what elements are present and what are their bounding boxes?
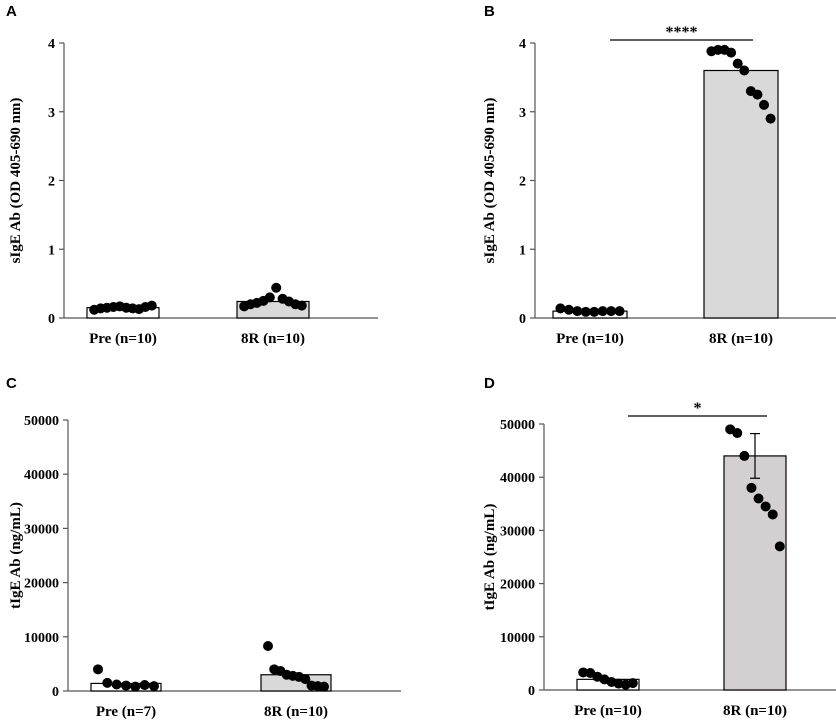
y-tick-label: 20000 bbox=[500, 578, 535, 593]
panel-b: B 0 1 2 3 4 sIgE Ab (OD 405-690 nm) Pre (n=10) 8… bbox=[482, 3, 836, 347]
y-tick-label: 30000 bbox=[500, 524, 535, 539]
y-tick-label: 4 bbox=[519, 37, 526, 52]
category-label: Pre (n=10) bbox=[556, 331, 624, 347]
data-point bbox=[752, 89, 763, 100]
panel-letter: B bbox=[484, 3, 495, 20]
y-tick-label: 1 bbox=[48, 243, 55, 258]
data-point bbox=[597, 306, 608, 317]
y-tick-label: 30000 bbox=[24, 522, 59, 537]
y-tick-label: 10000 bbox=[500, 631, 535, 646]
y-axis-label: tIgE Ab (ng/mL) bbox=[482, 504, 498, 611]
y-tick-label: 50000 bbox=[24, 414, 59, 429]
category-label: 8R (n=10) bbox=[264, 704, 328, 720]
data-point bbox=[732, 58, 743, 69]
data-point bbox=[732, 428, 743, 439]
category-label: Pre (n=7) bbox=[96, 704, 156, 720]
data-point bbox=[121, 680, 131, 691]
category-label: 8R (n=10) bbox=[241, 331, 305, 347]
data-point bbox=[746, 482, 757, 493]
data-point bbox=[759, 99, 770, 110]
y-tick-label: 40000 bbox=[500, 471, 535, 486]
data-point bbox=[146, 300, 157, 311]
data-point bbox=[93, 664, 103, 675]
y-tick-label: 40000 bbox=[24, 468, 59, 483]
y-axis-label: sIgE Ab (OD 405-690 nm) bbox=[482, 98, 498, 264]
data-point bbox=[572, 306, 583, 317]
data-point bbox=[264, 292, 275, 303]
data-point bbox=[614, 306, 625, 317]
data-point bbox=[753, 493, 764, 504]
y-tick-label: 2 bbox=[519, 175, 526, 190]
bar bbox=[703, 69, 779, 319]
category-label: 8R (n=10) bbox=[723, 703, 787, 719]
data-point bbox=[765, 113, 776, 124]
category-label: Pre (n=10) bbox=[89, 331, 157, 347]
data-point bbox=[580, 306, 591, 317]
data-point bbox=[111, 679, 122, 690]
significance-label: * bbox=[694, 400, 702, 417]
data-point bbox=[102, 677, 113, 688]
data-point bbox=[767, 509, 778, 520]
data-point bbox=[149, 681, 159, 692]
category-label: Pre (n=10) bbox=[574, 703, 642, 719]
data-point bbox=[319, 681, 329, 692]
y-tick-label: 1 bbox=[519, 243, 526, 258]
data-point bbox=[263, 641, 273, 652]
data-point bbox=[760, 501, 771, 512]
y-axis-label: sIgE Ab (OD 405-690 nm) bbox=[8, 98, 24, 264]
y-tick-label: 0 bbox=[519, 312, 526, 327]
data-point bbox=[589, 306, 600, 317]
y-tick-label: 10000 bbox=[24, 631, 59, 646]
panel-a: A 0 1 2 3 4 sIgE Ab (OD 405-690 nm) Pre (n=10) 8… bbox=[6, 3, 378, 347]
y-tick-label: 50000 bbox=[500, 418, 535, 433]
y-tick-label: 3 bbox=[48, 106, 55, 121]
data-point bbox=[774, 541, 785, 552]
y-tick-label: 3 bbox=[519, 106, 526, 121]
category-label: 8R (n=10) bbox=[709, 331, 773, 347]
data-point bbox=[555, 303, 566, 314]
y-tick-label: 0 bbox=[528, 684, 535, 699]
data-point bbox=[300, 674, 311, 685]
panel-letter: C bbox=[6, 375, 17, 392]
data-point bbox=[296, 300, 307, 311]
panel-letter: A bbox=[6, 3, 17, 20]
data-point bbox=[271, 282, 282, 293]
y-axis-label: tIgE Ab (ng/mL) bbox=[8, 502, 24, 609]
data-point bbox=[627, 678, 638, 689]
data-point bbox=[606, 306, 617, 317]
data-point bbox=[139, 680, 150, 691]
panel-c: C 0 10000 20000 30000 40000 50000 tIgE Ab (ng/m… bbox=[6, 375, 401, 720]
y-tick-label: 2 bbox=[48, 175, 55, 190]
data-point bbox=[130, 681, 141, 692]
panel-d: D 0 10000 20000 30000 40000 50000 tIgE Ab (ng/m… bbox=[482, 375, 836, 719]
y-tick-label: 0 bbox=[48, 312, 55, 327]
y-tick-label: 0 bbox=[52, 685, 59, 700]
y-tick-label: 20000 bbox=[24, 577, 59, 592]
panel-letter: D bbox=[484, 375, 495, 392]
data-point bbox=[739, 450, 750, 461]
y-tick-label: 4 bbox=[48, 37, 55, 52]
significance-label: **** bbox=[666, 24, 698, 41]
data-point bbox=[726, 47, 737, 58]
data-point bbox=[739, 65, 750, 76]
bar bbox=[723, 455, 787, 691]
data-point bbox=[563, 304, 574, 315]
